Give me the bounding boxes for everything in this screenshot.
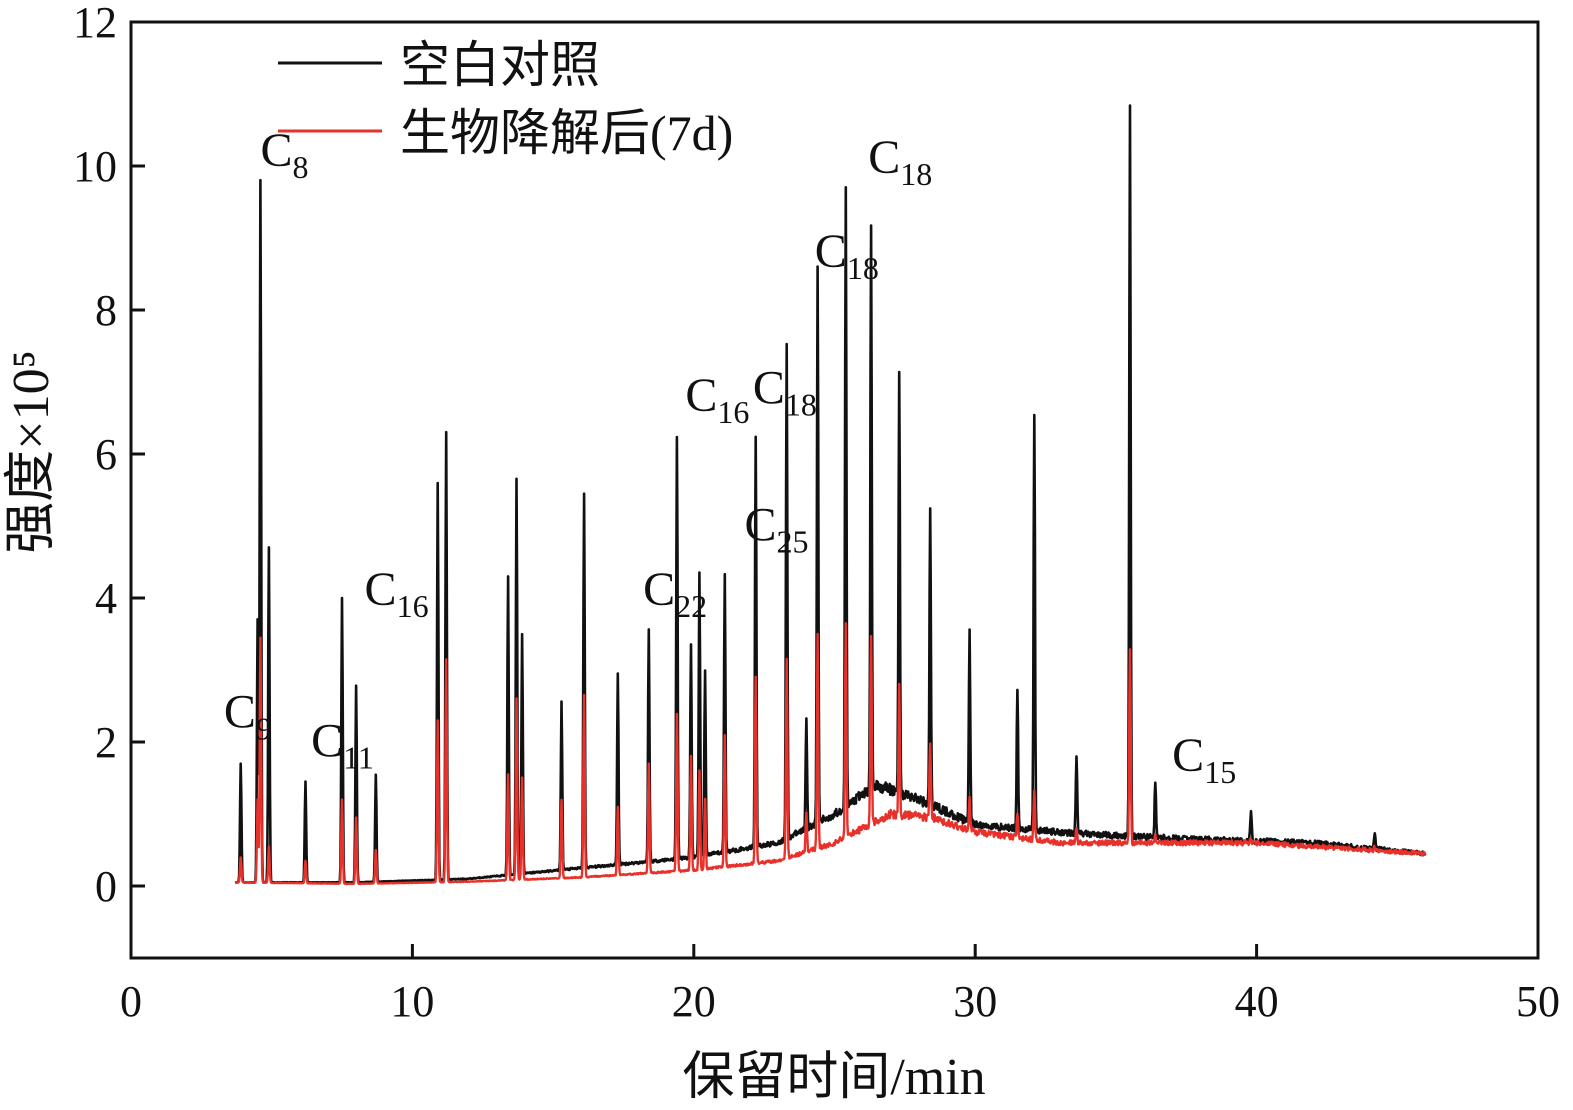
peak-label: C18 bbox=[815, 225, 879, 286]
legend: 空白对照 生物降解后(7d) bbox=[278, 37, 733, 161]
legend-label-biodegraded: 生物降解后(7d) bbox=[400, 105, 733, 161]
x-tick-label: 40 bbox=[1235, 977, 1279, 1026]
peak-label: C16 bbox=[685, 369, 749, 430]
y-tick-label: 8 bbox=[95, 286, 117, 335]
y-tick-label: 0 bbox=[95, 862, 117, 911]
peak-label: C18 bbox=[753, 362, 817, 423]
series-line-1 bbox=[234, 622, 1427, 886]
y-tick-label: 4 bbox=[95, 574, 117, 623]
peak-label: C25 bbox=[744, 498, 808, 559]
peak-label: C22 bbox=[643, 563, 707, 624]
y-tick-label: 6 bbox=[95, 430, 117, 479]
y-tick-label: 12 bbox=[73, 0, 117, 47]
x-tick-label: 10 bbox=[390, 977, 434, 1026]
peak-label: C11 bbox=[311, 714, 374, 775]
x-tick-label: 20 bbox=[672, 977, 716, 1026]
peak-label: C15 bbox=[1172, 729, 1236, 790]
x-tick-label: 0 bbox=[120, 977, 142, 1026]
x-tick-label: 50 bbox=[1516, 977, 1560, 1026]
ticks-layer: 0 10 20 30 40 50 0 2 4 6 8 10 12 bbox=[73, 0, 1560, 1026]
series-line-0 bbox=[234, 104, 1427, 884]
y-tick-label: 2 bbox=[95, 718, 117, 767]
peak-label: C9 bbox=[224, 686, 272, 747]
x-axis-title: 保留时间/min bbox=[682, 1049, 985, 1106]
x-tick-label: 30 bbox=[953, 977, 997, 1026]
peak-label: C18 bbox=[868, 131, 932, 192]
peak-label: C16 bbox=[365, 563, 429, 624]
legend-label-blank-control: 空白对照 bbox=[400, 37, 600, 93]
peak-label: C8 bbox=[260, 124, 308, 185]
y-tick-label: 10 bbox=[73, 142, 117, 191]
series-layer bbox=[234, 104, 1427, 886]
plot-frame bbox=[129, 20, 1540, 960]
y-axis-title: 强度×10⁵ bbox=[3, 350, 60, 553]
